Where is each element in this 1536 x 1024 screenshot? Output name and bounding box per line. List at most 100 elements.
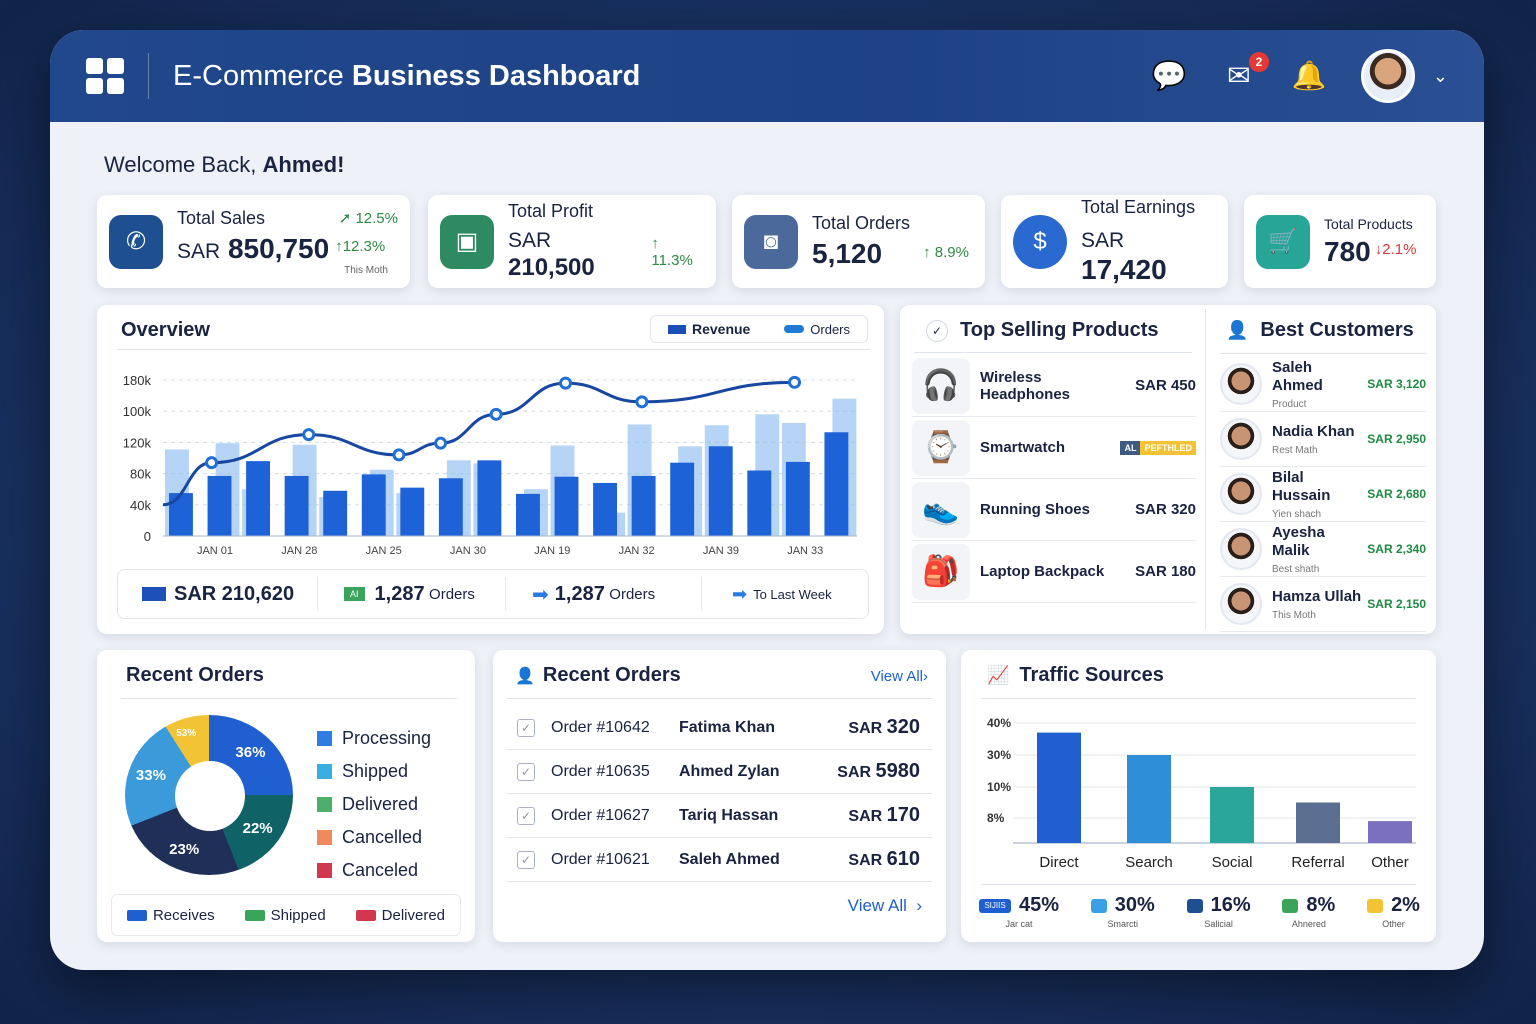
kpi-total-profit: ▣ Total Profit SAR 210,500 ↑ 11.3%	[428, 195, 716, 288]
mail-icon[interactable]: ✉ 2	[1221, 52, 1269, 92]
line-point	[434, 436, 448, 450]
bar-revenue	[169, 493, 193, 536]
traffic-bar	[1296, 802, 1340, 843]
checkbox[interactable]: ✓	[517, 762, 535, 781]
bar-revenue	[593, 482, 618, 536]
bar-revenue	[631, 475, 656, 536]
profile-menu[interactable]: ⌄	[1360, 49, 1448, 103]
currency: SAR	[848, 808, 883, 825]
product-item[interactable]: ⌚ Smartwatch AL PEFTHLED	[912, 417, 1196, 479]
customer-item[interactable]: Bilal Hussain Yien shach SAR 2,680	[1220, 467, 1426, 522]
y-tick-label: 8%	[987, 811, 1005, 825]
slice-label: 22%	[242, 819, 273, 837]
divider	[148, 53, 149, 99]
stat-last-week[interactable]: ➡ To Last Week	[732, 583, 832, 604]
kpi-total-earnings: $ Total Earnings SAR 17,420	[1001, 195, 1228, 288]
wallet-icon: ▣	[440, 214, 494, 269]
y-tick-label: 40%	[987, 716, 1011, 730]
shoe-icon: 👟	[912, 481, 970, 538]
customer-item[interactable]: Ayesha Malik Best shath SAR 2,340	[1220, 522, 1426, 577]
order-row[interactable]: ✓ Order #10635 Ahmed Zylan SAR 5980	[507, 750, 932, 794]
top-products-title: Top Selling Products	[960, 319, 1159, 341]
checkbox[interactable]: ✓	[517, 718, 535, 737]
bar-revenue	[207, 475, 232, 536]
customer-avatar	[1220, 528, 1262, 570]
user-icon: 👤	[515, 667, 535, 685]
headphones-icon: 🎧	[912, 357, 970, 414]
legend-orders[interactable]: Orders	[784, 322, 850, 337]
customer-name: Bilal Hussain	[1272, 468, 1331, 504]
customer-amount: SAR 3,120	[1367, 377, 1426, 391]
product-price: SAR 180	[1135, 563, 1196, 580]
chevron-down-icon: ⌄	[1432, 65, 1448, 86]
arrow-right-icon: ➡	[732, 583, 748, 604]
product-item[interactable]: 🎧 Wireless Headphones SAR 450	[912, 355, 1196, 417]
chat-icon: ◙	[744, 214, 798, 269]
bar-revenue	[361, 474, 386, 536]
order-row[interactable]: ✓ Order #10621 Saleh Ahmed SAR 610	[507, 838, 932, 882]
x-tick-label: JAN 32	[619, 545, 655, 557]
product-item[interactable]: 🎒 Laptop Backpack SAR 180	[912, 541, 1196, 603]
customer-item[interactable]: Nadia Khan Rest Math SAR 2,950	[1220, 412, 1426, 467]
bar-revenue	[554, 476, 579, 536]
overview-chart: 0 40k 80k 120k 100k 180k JAN 01 JAN 28 JAN 25 JAN…	[123, 373, 857, 557]
bar-revenue	[477, 460, 502, 536]
traffic-bar	[1210, 787, 1254, 843]
kpi-change: 11.3%	[651, 252, 693, 269]
customer-avatar	[1220, 418, 1262, 460]
product-price: SAR 320	[1135, 501, 1196, 518]
customer-sub: Yien shach	[1272, 508, 1322, 520]
order-amount: 320	[886, 716, 920, 738]
customer-avatar	[1220, 473, 1262, 515]
footer-legend-item: Delivered	[355, 907, 445, 924]
bar-revenue	[246, 461, 271, 536]
traffic-chart: 40% 30% 10% 8% Direct Search Social Referral Oth…	[987, 716, 1416, 871]
kpi-label: Total Products	[1324, 215, 1413, 232]
product-item[interactable]: 👟 Running Shoes SAR 320	[912, 479, 1196, 541]
customer-amount: SAR 2,340	[1367, 542, 1426, 556]
currency: SAR	[848, 720, 883, 737]
customer-avatar	[1220, 363, 1262, 405]
traffic-summary-item: 8% Ahnered	[1282, 894, 1335, 929]
stat-revenue: SAR 210,620	[118, 577, 318, 611]
checkbox[interactable]: ✓	[517, 806, 535, 825]
customer-item[interactable]: Hamza Ullah This Moth SAR 2,150	[1220, 577, 1426, 632]
customer-item[interactable]: Saleh Ahmed Product SAR 3,120	[1220, 357, 1426, 412]
traffic-bar	[1037, 732, 1081, 843]
top-bar: E-Commerce Business Dashboard 💬 ✉ 2 🔔 ⌄	[50, 30, 1484, 122]
product-name: Smartwatch	[980, 439, 1066, 456]
view-all-link-top[interactable]: View All›	[870, 668, 928, 685]
bar-revenue	[323, 490, 348, 536]
order-status-donut	[125, 715, 293, 875]
dollar-icon: $	[1013, 214, 1067, 269]
kpi-value: 17,420	[1081, 254, 1167, 285]
overview-stats: SAR 210,620 AI 1,287 Orders ➡ 1,287 Orders…	[117, 569, 869, 619]
bar-revenue	[670, 462, 695, 536]
kpi-change: 2.1%	[1382, 241, 1417, 258]
welcome-message: Welcome Back, Ahmed!	[104, 152, 345, 177]
traffic-bar-label: Direct	[1039, 854, 1079, 871]
bell-icon[interactable]: 🔔	[1291, 60, 1327, 91]
legend-revenue[interactable]: Revenue	[667, 321, 750, 337]
avatar	[1360, 49, 1415, 103]
x-tick-label: JAN 30	[450, 545, 486, 557]
traffic-summary-item: SIJIIS 45% Jar cat	[979, 894, 1059, 929]
y-tick-label: 120k	[123, 435, 152, 450]
apps-grid-icon[interactable]	[86, 58, 124, 94]
chat-icon[interactable]: 💬	[1151, 60, 1187, 91]
order-row[interactable]: ✓ Order #10627 Tariq Hassan SAR 170	[507, 794, 932, 838]
customer-name: Tariq Hassan	[679, 806, 779, 824]
view-all-link[interactable]: View All ›	[847, 896, 922, 915]
customer-sub: Rest Math	[1272, 444, 1318, 456]
traffic-sources-panel: 📈 Traffic Sources 40% 30% 10% 8% Direct Search…	[961, 650, 1436, 942]
x-tick-label: JAN 19	[534, 545, 570, 557]
kpi-currency: SAR	[177, 239, 221, 263]
traffic-summary-item: 30% Smarcti	[1090, 894, 1155, 929]
customer-name: Nadia Khan	[1272, 422, 1355, 440]
kpi-total-orders: ◙ Total Orders 5,120 ↑ 8.9%	[732, 195, 985, 288]
stat-orders: ➡ 1,287 Orders	[506, 577, 702, 611]
footer-legend-item: Receives	[126, 907, 215, 924]
x-tick-label: JAN 33	[787, 545, 823, 557]
order-row[interactable]: ✓ Order #10642 Fatima Khan SAR 320	[507, 706, 932, 750]
checkbox[interactable]: ✓	[517, 850, 535, 869]
